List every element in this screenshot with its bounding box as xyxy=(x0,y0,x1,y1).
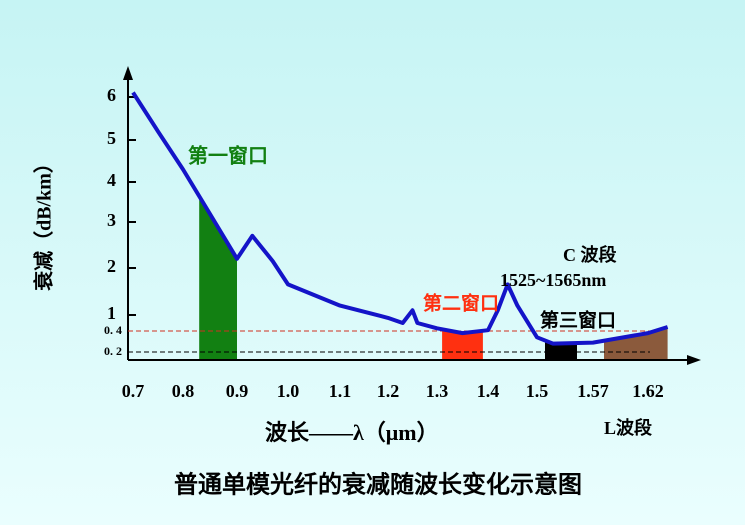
annotation: C 波段 xyxy=(563,244,617,265)
annotation: 第三窗口 xyxy=(540,308,616,331)
x-tick-label: 0.9 xyxy=(226,381,249,401)
x-tick-label: 1.1 xyxy=(329,381,352,401)
y-axis-label: 衰减（dB/km） xyxy=(32,153,56,292)
chart-title: 普通单模光纤的衰减随波长变化示意图 xyxy=(174,471,582,499)
x-tick-label: 1.2 xyxy=(377,381,400,401)
attenuation-curve xyxy=(131,91,669,346)
y-tick-label: 3 xyxy=(107,210,116,230)
x-tick-label: 1.4 xyxy=(477,381,500,401)
annotation: 第二窗口 xyxy=(423,291,499,314)
x-tick-label: 1.5 xyxy=(526,381,549,401)
y-tick-label: 2 xyxy=(107,256,116,276)
y-tick-label: 4 xyxy=(107,170,116,190)
y-tick-label: 5 xyxy=(107,128,116,148)
y-tick-label: 1 xyxy=(107,303,116,323)
annotation: 1525~1565nm xyxy=(500,270,606,290)
y-axis-arrow xyxy=(123,66,133,80)
annotation: 第一窗口 xyxy=(188,144,268,168)
x-tick-label: 0.7 xyxy=(122,381,145,401)
x-axis-label: 波长——λ（μm） xyxy=(265,420,439,445)
y-tick-label: 0. 2 xyxy=(104,344,122,358)
x-tick-label: 1.57 xyxy=(577,381,609,401)
y-tick-label: 6 xyxy=(107,85,116,105)
x-axis-arrow xyxy=(687,355,701,365)
x-tick-label: 1.3 xyxy=(426,381,449,401)
x-tick-label: 1.0 xyxy=(277,381,300,401)
x-tick-label: 0.8 xyxy=(172,381,195,401)
y-tick-label: 0. 4 xyxy=(104,323,122,337)
x-tick-label: 1.62 xyxy=(632,381,664,401)
annotation: L波段 xyxy=(604,417,653,438)
